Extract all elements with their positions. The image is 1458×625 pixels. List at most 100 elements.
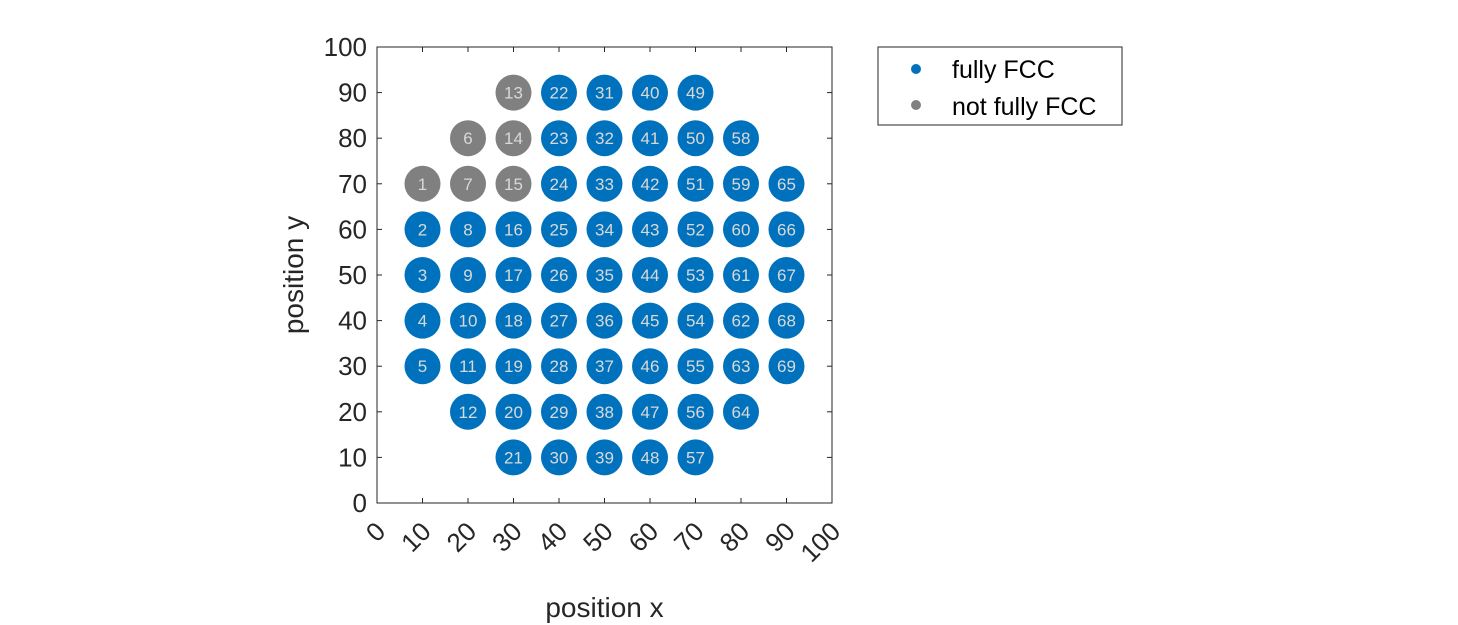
point-fully-fcc (768, 302, 805, 339)
point-label: 18 (504, 312, 523, 331)
point-fully-fcc (404, 348, 441, 385)
legend-marker-fully-fcc (911, 64, 921, 74)
point-fully-fcc (541, 439, 577, 476)
point-label: 46 (641, 357, 660, 376)
point-label: 44 (641, 266, 660, 285)
point-label: 33 (595, 175, 614, 194)
point-label: 41 (641, 129, 660, 148)
point-fully-fcc (586, 165, 623, 202)
data-points: 2345891011121617181920212223242526272829… (404, 74, 805, 476)
point-label: 25 (550, 220, 569, 239)
point-label: 57 (686, 448, 705, 467)
point-not-fully-fcc (450, 165, 486, 202)
point-fully-fcc (677, 74, 714, 111)
point-label: 24 (550, 175, 569, 194)
point-label: 22 (550, 84, 569, 103)
point-fully-fcc (723, 165, 759, 202)
point-label: 7 (463, 175, 472, 194)
x-axis-label: position x (545, 592, 663, 623)
point-label: 2 (418, 220, 427, 239)
point-fully-fcc (632, 211, 668, 248)
point-label: 9 (463, 266, 472, 285)
point-label: 30 (550, 448, 569, 467)
point-fully-fcc (586, 348, 623, 385)
point-fully-fcc (677, 257, 714, 293)
point-fully-fcc (677, 348, 714, 385)
point-fully-fcc (677, 120, 714, 157)
y-tick-label: 20 (338, 397, 367, 427)
y-tick-label: 60 (338, 214, 367, 244)
point-fully-fcc (541, 257, 577, 293)
point-label: 8 (463, 220, 472, 239)
y-tick-label: 10 (338, 442, 367, 472)
point-fully-fcc (768, 348, 805, 385)
point-label: 36 (595, 312, 614, 331)
x-tick-label: 60 (623, 516, 665, 558)
point-fully-fcc (450, 348, 486, 385)
point-label: 19 (504, 357, 523, 376)
point-fully-fcc (723, 393, 759, 430)
point-label: 3 (418, 266, 427, 285)
point-label: 45 (641, 312, 660, 331)
point-label: 38 (595, 403, 614, 422)
point-fully-fcc (495, 211, 532, 248)
point-fully-fcc (495, 348, 532, 385)
point-label: 42 (641, 175, 660, 194)
y-tick-label: 100 (324, 32, 367, 62)
x-tick-label: 50 (577, 516, 619, 558)
point-not-fully-fcc (495, 120, 532, 157)
point-fully-fcc (541, 74, 577, 111)
point-label: 21 (504, 448, 523, 467)
y-tick-label: 90 (338, 78, 367, 108)
point-label: 55 (686, 357, 705, 376)
x-tick-label: 0 (360, 516, 391, 547)
point-fully-fcc (450, 302, 486, 339)
point-fully-fcc (632, 74, 668, 111)
point-fully-fcc (632, 165, 668, 202)
point-label: 61 (732, 266, 751, 285)
point-label: 31 (595, 84, 614, 103)
point-label: 40 (641, 84, 660, 103)
point-fully-fcc (632, 393, 668, 430)
point-fully-fcc (495, 257, 532, 293)
point-fully-fcc (541, 302, 577, 339)
point-label: 5 (418, 357, 427, 376)
point-label: 62 (732, 312, 751, 331)
point-not-fully-fcc (495, 165, 532, 202)
point-fully-fcc (677, 165, 714, 202)
point-fully-fcc (586, 120, 623, 157)
point-fully-fcc (723, 302, 759, 339)
point-fully-fcc (541, 348, 577, 385)
point-fully-fcc (586, 439, 623, 476)
point-label: 65 (777, 175, 796, 194)
x-tick-label: 100 (794, 516, 846, 568)
y-axis-label: position y (278, 216, 309, 334)
point-label: 54 (686, 312, 705, 331)
point-label: 68 (777, 312, 796, 331)
point-fully-fcc (495, 302, 532, 339)
point-fully-fcc (450, 393, 486, 430)
point-fully-fcc (404, 211, 441, 248)
point-fully-fcc (677, 439, 714, 476)
point-label: 12 (459, 403, 478, 422)
point-fully-fcc (723, 348, 759, 385)
point-fully-fcc (768, 257, 805, 293)
point-label: 67 (777, 266, 796, 285)
point-fully-fcc (541, 211, 577, 248)
point-label: 47 (641, 403, 660, 422)
point-fully-fcc (632, 257, 668, 293)
point-label: 29 (550, 403, 569, 422)
point-label: 13 (504, 84, 523, 103)
point-label: 66 (777, 220, 796, 239)
x-tick-label: 10 (395, 516, 437, 558)
point-label: 52 (686, 220, 705, 239)
point-label: 14 (504, 129, 523, 148)
point-not-fully-fcc (404, 165, 441, 202)
point-label: 20 (504, 403, 523, 422)
point-fully-fcc (677, 302, 714, 339)
point-label: 11 (459, 357, 477, 376)
y-tick-label: 70 (338, 169, 367, 199)
point-label: 60 (732, 220, 751, 239)
legend: fully FCC not fully FCC (877, 46, 1123, 126)
